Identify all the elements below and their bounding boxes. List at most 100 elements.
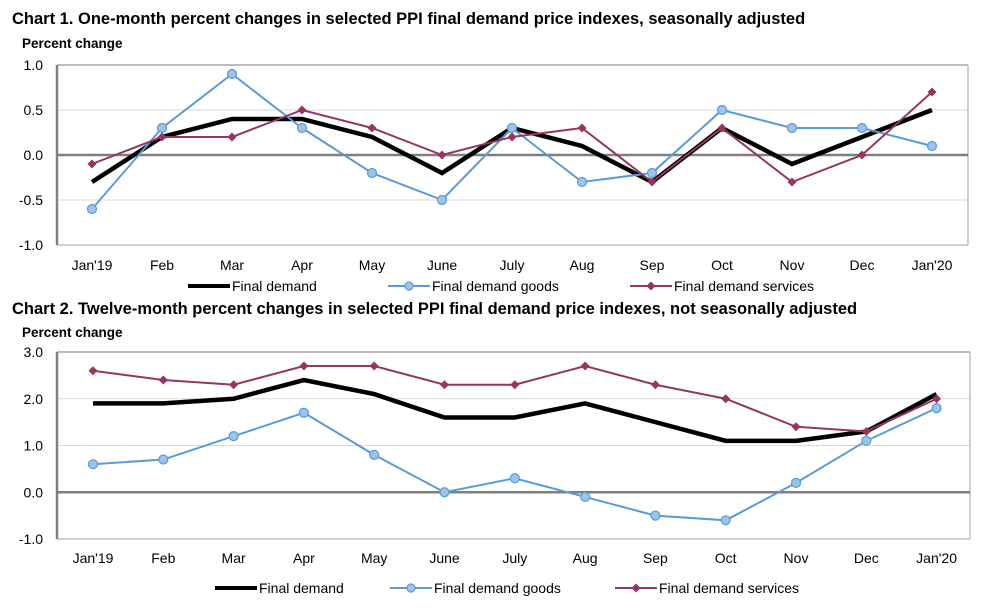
data-point-services	[87, 159, 97, 169]
y-tick-label: 2.0	[24, 391, 44, 407]
x-tick-label: Sep	[640, 257, 665, 273]
data-point-services	[367, 123, 377, 133]
x-tick-label: Sep	[643, 550, 668, 566]
data-point-services	[577, 123, 587, 133]
y-tick-label: 1.0	[24, 438, 44, 454]
x-tick-label: Oct	[715, 550, 737, 566]
data-point-goods	[436, 194, 448, 206]
series-line-final-demand	[93, 377, 938, 444]
x-tick-label: Feb	[151, 550, 175, 566]
legend-marker-diamond	[631, 583, 641, 593]
data-point-services	[857, 150, 867, 160]
data-point-services	[717, 123, 727, 133]
series-line-final-demand-goods	[92, 407, 938, 522]
x-tick-label: Apr	[291, 257, 313, 273]
x-tick-label: Nov	[780, 257, 805, 273]
x-tick-label: June	[429, 550, 460, 566]
data-point-goods	[366, 167, 378, 179]
x-tick-label: July	[500, 257, 525, 273]
chart1-svg: 1.0 0.5 0.0 -0.5 -1.0 Jan'19 Feb Mar Apr May June J…	[19, 57, 969, 294]
x-tick-label: Feb	[150, 257, 174, 273]
y-tick-label: 0.5	[24, 102, 44, 118]
chart2-title: Chart 2. Twelve-month percent changes in…	[12, 300, 858, 318]
data-point-goods	[369, 449, 380, 460]
data-point-goods	[790, 477, 802, 488]
data-point-goods	[509, 473, 520, 484]
data-point-goods	[298, 407, 309, 418]
data-point-goods	[786, 122, 798, 134]
data-point-services	[507, 132, 517, 142]
chart1-title: Chart 1. One-month percent changes in se…	[12, 10, 806, 28]
data-point-services	[932, 394, 942, 404]
data-point-services	[437, 150, 447, 160]
y-tick-label: -0.5	[19, 192, 43, 208]
legend-label: Final demand services	[659, 580, 799, 596]
data-point-goods	[579, 491, 591, 503]
legend-label: Final demand services	[674, 278, 814, 294]
y-tick-label: -1.0	[19, 531, 43, 547]
data-point-services	[647, 177, 657, 187]
data-point-services	[157, 132, 167, 142]
data-point-goods	[720, 515, 731, 526]
data-point-services	[440, 380, 449, 390]
x-tick-label: Mar	[220, 257, 244, 273]
data-point-goods	[856, 122, 868, 134]
y-tick-label: 1.0	[24, 57, 44, 73]
data-point-services	[227, 132, 237, 142]
data-point-services	[299, 361, 309, 371]
x-tick-label: Oct	[711, 257, 733, 273]
legend-label: Final demand goods	[434, 580, 561, 596]
data-point-services	[787, 177, 797, 187]
data-point-goods	[296, 122, 308, 134]
x-tick-label: Aug	[573, 550, 598, 566]
data-point-goods	[228, 431, 239, 442]
data-point-services	[927, 87, 937, 97]
data-point-goods	[86, 203, 98, 215]
data-point-goods	[716, 104, 728, 116]
legend-marker-circle	[404, 281, 414, 291]
x-tick-label: Dec	[850, 257, 875, 273]
data-point-goods	[861, 435, 872, 446]
data-point-services	[650, 380, 660, 390]
x-tick-label: Apr	[293, 550, 315, 566]
chart2-y-axis-label: Percent change	[22, 325, 123, 340]
data-point-services	[158, 375, 168, 385]
x-tick-label: Mar	[222, 550, 246, 566]
y-tick-label: -1.0	[19, 237, 43, 253]
x-tick-label: May	[359, 257, 385, 273]
legend-marker-diamond	[646, 281, 656, 291]
data-point-goods	[158, 454, 169, 465]
chart1-y-axis-label: Percent change	[22, 36, 123, 51]
y-tick-label: 0.0	[24, 147, 44, 163]
data-point-services	[510, 380, 520, 390]
data-point-goods	[439, 487, 450, 498]
data-point-goods	[226, 68, 238, 80]
data-point-services	[88, 366, 98, 376]
data-point-goods	[931, 403, 942, 414]
data-point-services	[861, 426, 871, 436]
legend-marker-circle	[406, 583, 416, 593]
x-tick-label: June	[427, 257, 458, 273]
legend-label: Final demand	[232, 278, 317, 294]
data-point-goods	[926, 140, 938, 152]
y-tick-label: 3.0	[24, 344, 44, 360]
x-tick-label: Jan'19	[72, 257, 113, 273]
x-tick-label: Jan'19	[73, 550, 114, 566]
legend-label: Final demand	[259, 580, 344, 596]
x-tick-label: Jan'20	[912, 257, 953, 273]
x-tick-label: July	[502, 550, 527, 566]
y-tick-label: 0.0	[24, 484, 44, 500]
x-tick-label: Aug	[570, 257, 595, 273]
x-tick-label: May	[361, 550, 387, 566]
data-point-services	[369, 361, 379, 371]
data-point-goods	[650, 510, 661, 521]
x-tick-label: Nov	[784, 550, 809, 566]
data-point-services	[721, 394, 731, 404]
data-point-services	[791, 422, 801, 432]
data-point-goods	[87, 459, 99, 470]
data-point-goods	[576, 176, 588, 188]
data-point-services	[580, 361, 590, 371]
legend-label: Final demand goods	[432, 278, 559, 294]
data-point-services	[229, 380, 239, 390]
